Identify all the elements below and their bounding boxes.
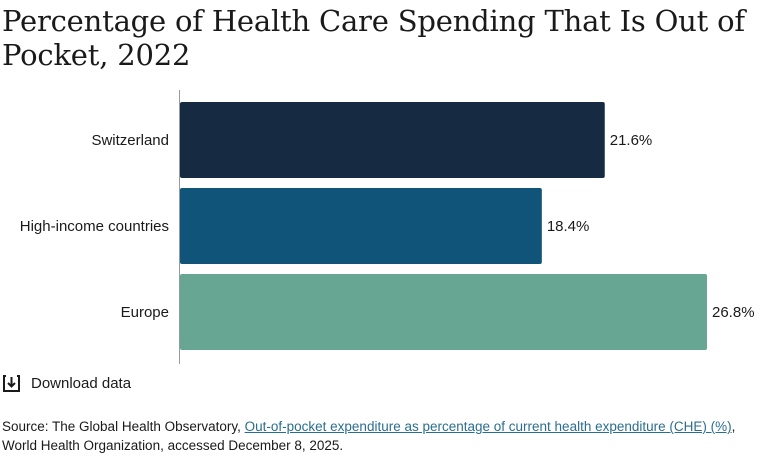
data-label: 21.6% — [610, 132, 653, 149]
download-label: Download data — [31, 374, 132, 392]
bar-high-income-countries — [180, 188, 542, 264]
bars-layer: Switzerland 21.6% High-income countries 18.… — [20, 102, 755, 350]
data-label: 18.4% — [547, 218, 590, 235]
bar-chart: Switzerland 21.6% High-income countries 18.… — [20, 90, 755, 364]
category-label: Switzerland — [91, 132, 169, 149]
source-suffix: , World Health Organization, accessed De… — [2, 419, 736, 453]
source-link[interactable]: Out-of-pocket expenditure as percentage … — [244, 419, 732, 434]
source-prefix: Source: The Global Health Observatory, — [2, 419, 245, 434]
data-label: 26.8% — [712, 304, 755, 321]
source-note: Source: The Global Health Observatory, O… — [2, 417, 774, 455]
category-label: High-income countries — [20, 218, 169, 235]
chart-title: Percentage of Health Care Spending That … — [2, 4, 745, 72]
category-label: Europe — [121, 304, 169, 321]
download-icon — [3, 374, 20, 392]
bar-switzerland — [180, 102, 605, 178]
bar-europe — [180, 274, 707, 350]
download-data-button[interactable]: Download data — [2, 373, 131, 393]
